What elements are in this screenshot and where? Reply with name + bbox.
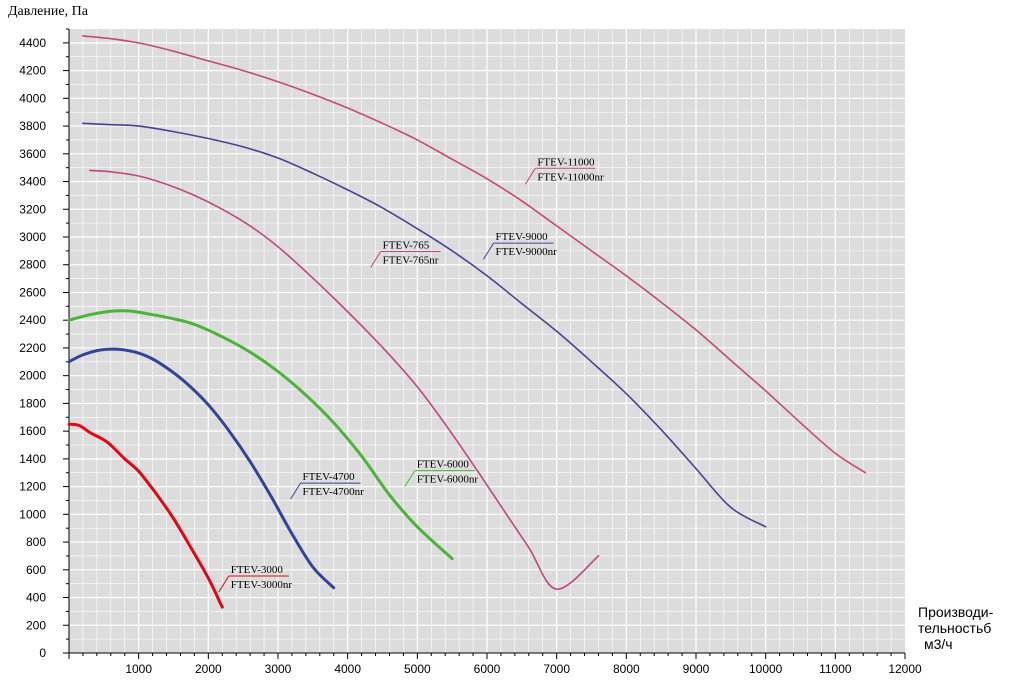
annotation-leader-ftev-11000 bbox=[524, 168, 536, 185]
annotation-label-ftev-3000: FTEV-3000 bbox=[231, 564, 284, 576]
y-tick-label: 1000 bbox=[19, 507, 46, 521]
y-tick-label: 2400 bbox=[19, 313, 46, 327]
series-line-ftev-765 bbox=[89, 169, 600, 590]
y-tick-label: 400 bbox=[26, 591, 46, 605]
x-axis-label-line-2: тельностьб bbox=[918, 620, 992, 636]
x-tick-label: 1000 bbox=[125, 662, 152, 676]
x-axis-ticks: 1000 2000 3000 4000 5000 6000 7000 8000 9000 1000… bbox=[68, 653, 922, 676]
annotation-label-ftev-6000nr: FTEV-6000nr bbox=[417, 474, 479, 486]
y-tick-label: 2800 bbox=[19, 258, 46, 272]
y-tick-label: 1200 bbox=[19, 480, 46, 494]
annotation-label-ftev-765nr: FTEV-765nr bbox=[383, 255, 439, 267]
grid-major bbox=[69, 29, 905, 653]
series-line-ftev-4700 bbox=[67, 347, 336, 590]
y-tick-label: 200 bbox=[26, 618, 46, 632]
x-tick-label: 4000 bbox=[334, 662, 361, 676]
annotation-label-ftev-11000nr: FTEV-11000nr bbox=[537, 171, 604, 183]
y-tick-label: 2000 bbox=[19, 369, 46, 383]
annotation-label-ftev-4700nr: FTEV-4700nr bbox=[303, 486, 365, 498]
y-tick-label: 800 bbox=[26, 535, 46, 549]
series-lines bbox=[67, 35, 867, 609]
series-line-ftev-6000 bbox=[67, 309, 454, 561]
y-tick-label: 4200 bbox=[19, 64, 46, 78]
x-tick-label: 2000 bbox=[195, 662, 222, 676]
annotation-label-ftev-9000nr: FTEV-9000nr bbox=[496, 246, 558, 258]
y-axis-ticks: 0 200 400 600 800 1000 1200 1400 1600 1800 2000 220… bbox=[19, 28, 69, 660]
y-tick-label: 3800 bbox=[19, 119, 46, 133]
series-annotations: FTEV-3000 FTEV-3000nr FTEV-4700 FTEV-4700nr… bbox=[218, 156, 604, 593]
y-tick-label: 1600 bbox=[19, 424, 46, 438]
x-axis-label-unit: м3/ч bbox=[924, 636, 953, 652]
annotation-label-ftev-9000: FTEV-9000 bbox=[496, 231, 549, 243]
y-axis-label: Давление, Па bbox=[8, 4, 88, 19]
y-tick-label: 4400 bbox=[19, 36, 46, 50]
x-tick-label: 6000 bbox=[474, 662, 501, 676]
x-axis-label: Производи- тельностьб м3/ч bbox=[918, 604, 993, 652]
annotation-label-ftev-6000: FTEV-6000 bbox=[417, 459, 470, 471]
annotation-leader-ftev-4700 bbox=[290, 482, 301, 500]
annotation-label-ftev-765: FTEV-765 bbox=[383, 240, 430, 252]
x-tick-label: 10000 bbox=[749, 662, 783, 676]
x-tick-label: 11000 bbox=[819, 662, 852, 676]
annotation-label-ftev-3000nr: FTEV-3000nr bbox=[231, 579, 293, 591]
y-tick-label: 1400 bbox=[19, 452, 46, 466]
x-tick-label: 5000 bbox=[404, 662, 431, 676]
x-tick-label: 12000 bbox=[888, 662, 922, 676]
y-tick-label: 2200 bbox=[19, 341, 46, 355]
y-tick-label: 3600 bbox=[19, 147, 46, 161]
annotation-leader-ftev-9000 bbox=[483, 242, 494, 260]
y-tick-label: 3000 bbox=[19, 230, 46, 244]
series-line-ftev-9000 bbox=[82, 122, 767, 528]
series-line-ftev-3000 bbox=[67, 422, 224, 609]
y-tick-label: 2600 bbox=[19, 285, 46, 299]
annotation-label-ftev-11000: FTEV-11000 bbox=[537, 156, 595, 168]
x-tick-label: 8000 bbox=[613, 662, 640, 676]
annotation-label-ftev-4700: FTEV-4700 bbox=[303, 471, 356, 483]
x-tick-label: 7000 bbox=[543, 662, 570, 676]
y-tick-label: 0 bbox=[39, 646, 46, 660]
annotation-leader-ftev-3000 bbox=[218, 575, 230, 593]
y-tick-label: 600 bbox=[26, 563, 46, 577]
y-tick-label: 4000 bbox=[19, 91, 46, 105]
x-axis-label-line-1: Производи- bbox=[918, 604, 994, 620]
x-tick-label: 9000 bbox=[683, 662, 710, 676]
y-tick-label: 3400 bbox=[19, 175, 46, 189]
annotation-leader-ftev-765 bbox=[370, 251, 382, 268]
series-line-ftev-11000 bbox=[82, 35, 867, 474]
x-tick-label: 3000 bbox=[265, 662, 292, 676]
y-tick-label: 3200 bbox=[19, 202, 46, 216]
y-tick-label: 1800 bbox=[19, 396, 46, 410]
annotation-leader-ftev-6000 bbox=[404, 470, 416, 487]
